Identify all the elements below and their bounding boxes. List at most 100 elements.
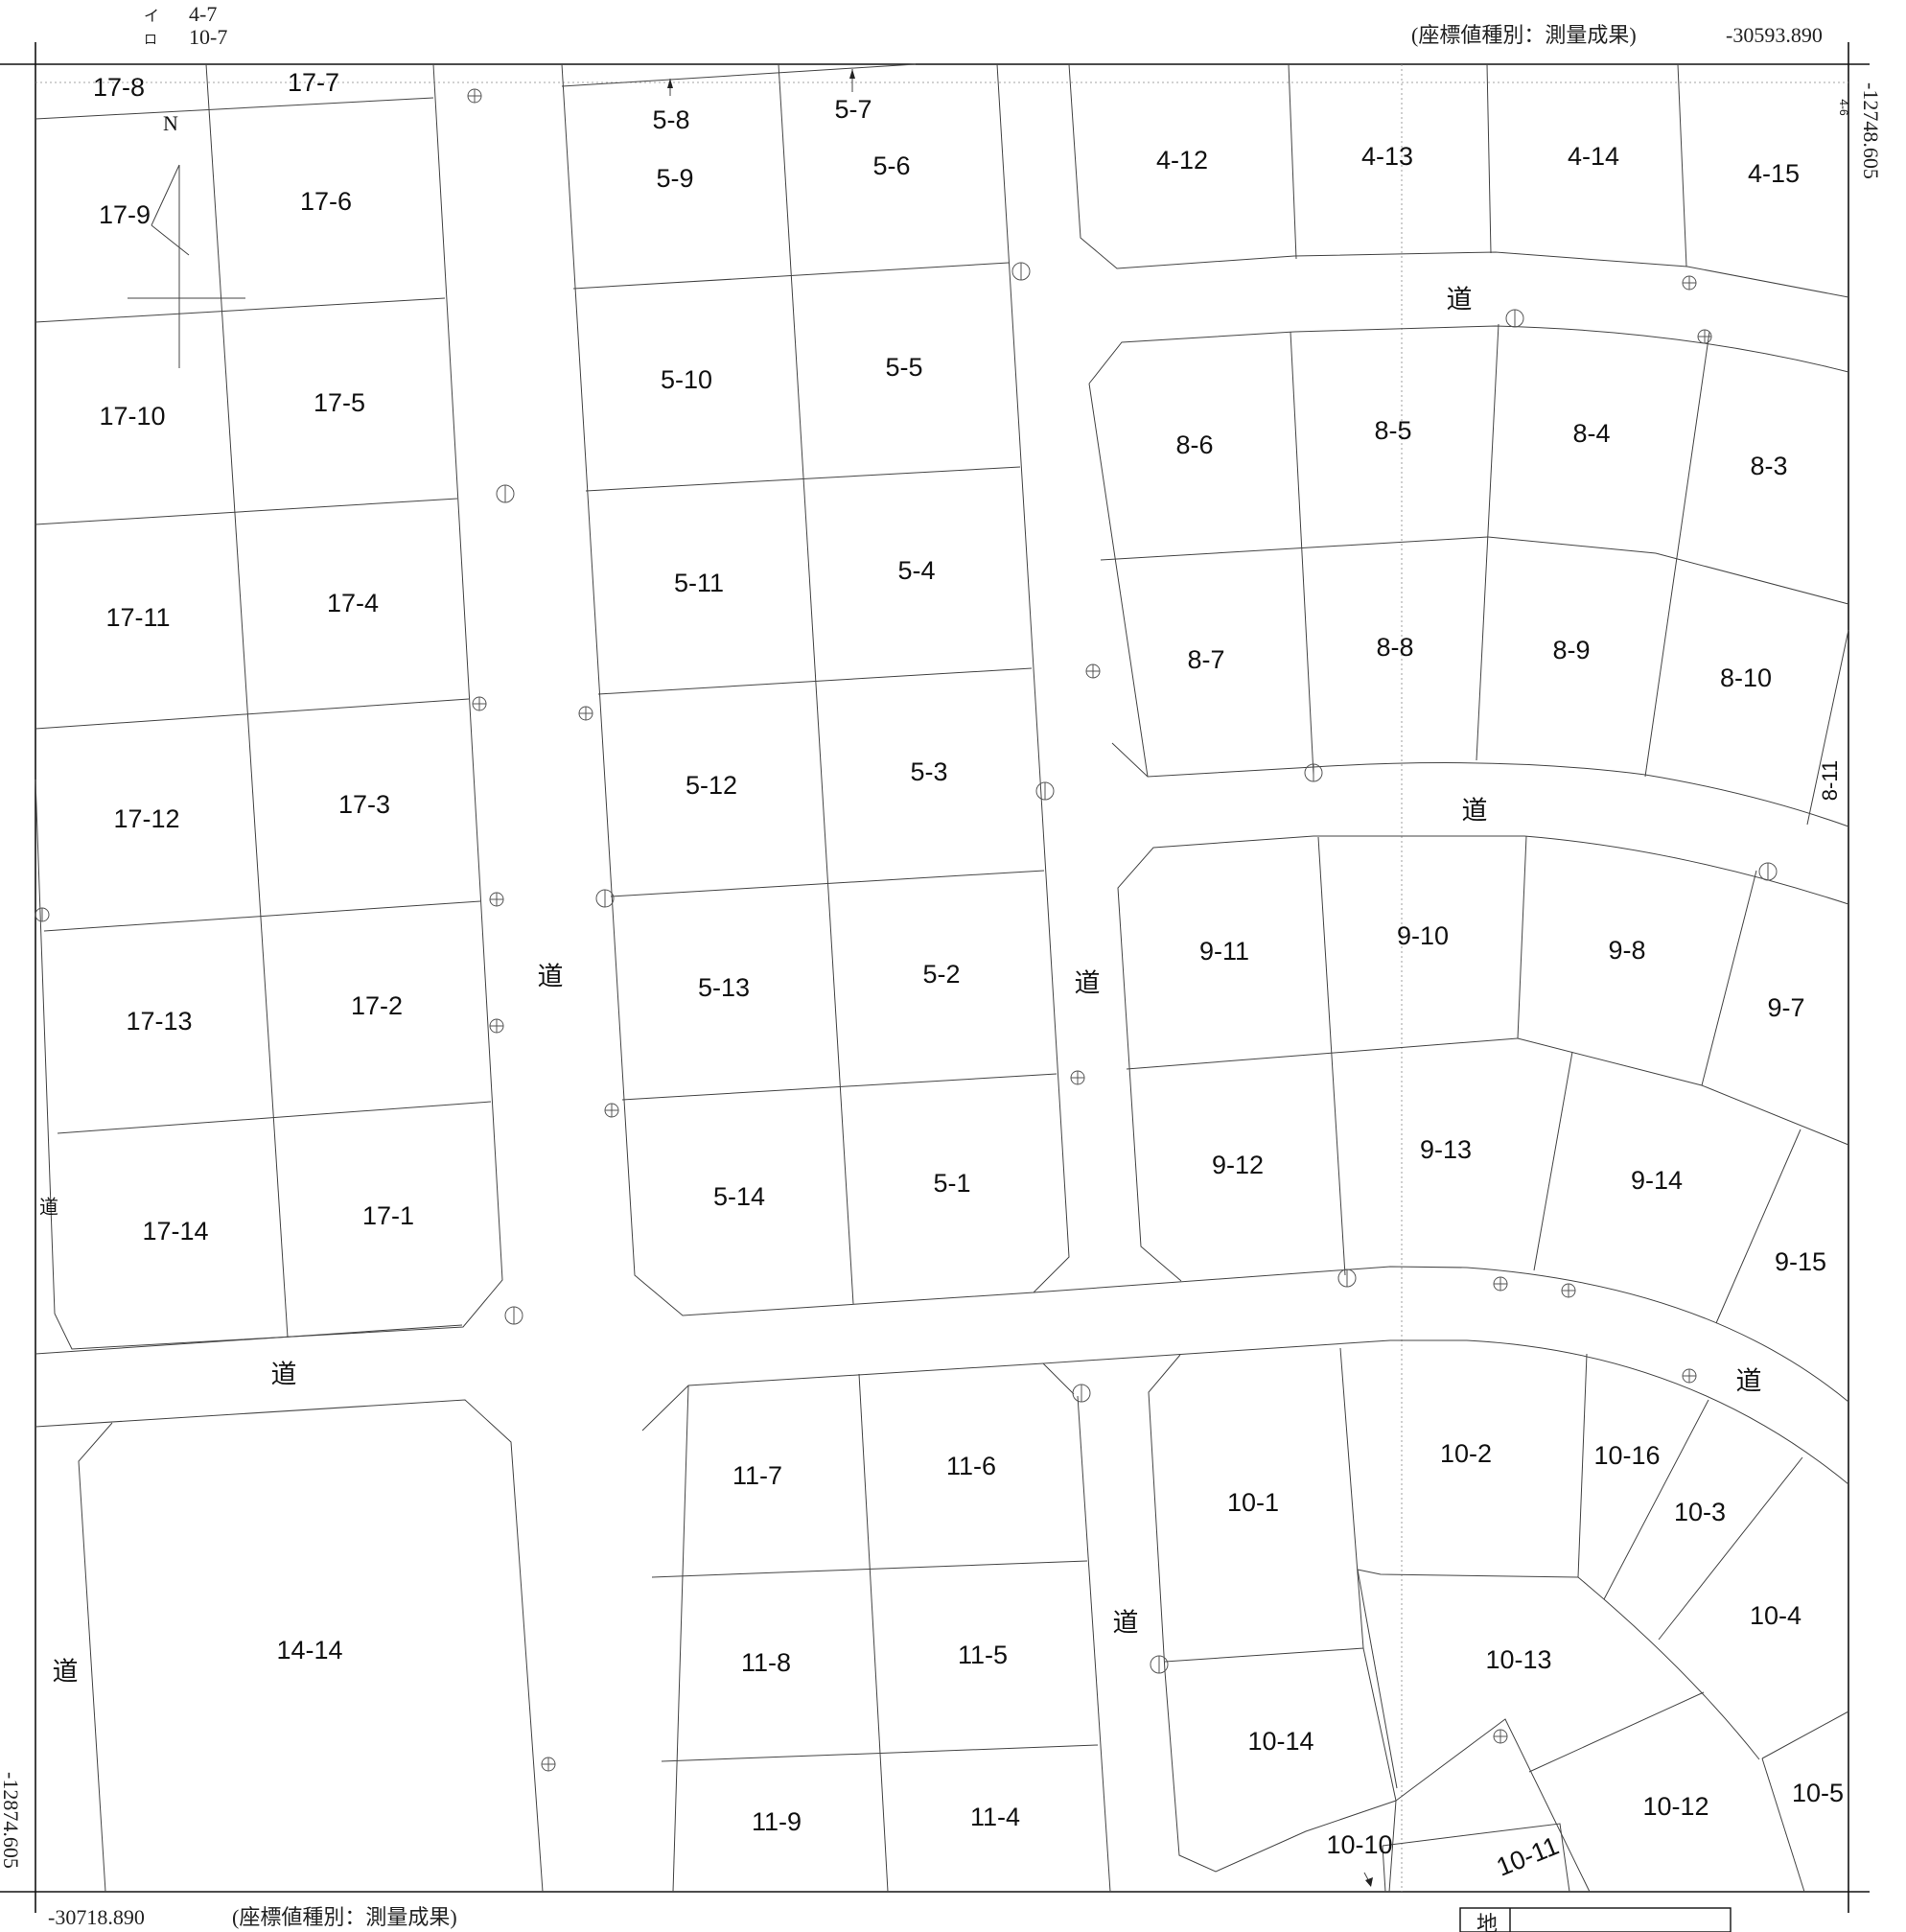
parcel-label: 5-3 [910, 757, 947, 786]
parcel-label: 8-8 [1376, 633, 1413, 662]
parcel-label: 4-13 [1361, 142, 1413, 171]
parcel-label: 10-2 [1440, 1439, 1492, 1468]
control-point-marker [467, 88, 482, 104]
control-point-marker [1682, 1368, 1697, 1384]
parcel-label: 11-8 [741, 1648, 791, 1677]
parcel-labels: 17-8 17-7 17-9 17-6 17-10 17-5 17-11 17-… [93, 68, 1850, 1882]
parcel-label: 17-1 [362, 1201, 414, 1230]
block-14-boundaries [35, 1399, 544, 1893]
parcel-label: 10-14 [1247, 1727, 1313, 1756]
coord-bottom-x: -30718.890 [48, 1905, 145, 1929]
parcel-label: 17-7 [288, 68, 339, 97]
block-17-boundaries [35, 63, 503, 1355]
control-point-marker [1304, 763, 1323, 782]
parcel-label: 4-14 [1568, 142, 1619, 171]
parcel-label: 8-7 [1187, 645, 1224, 674]
parcel-label: 5-7 [834, 95, 872, 124]
parcel-label: 10-12 [1642, 1792, 1708, 1821]
parcel-label: 8-6 [1175, 431, 1213, 459]
block-10-boundaries [1148, 1347, 1849, 1893]
control-point-marker [1072, 1384, 1091, 1403]
control-point-marker [1682, 275, 1697, 291]
title-box: 地 [1459, 1907, 1732, 1932]
control-point-marker [504, 1306, 523, 1325]
north-arrow-icon: N [128, 111, 245, 368]
control-point-marker [1011, 262, 1031, 281]
control-point-marker [489, 892, 504, 907]
parcel-label: 10-5 [1792, 1779, 1844, 1807]
parcel-label: 17-10 [99, 402, 165, 431]
block-9-boundaries [1033, 835, 1849, 1403]
parcel-label: 5-10 [661, 365, 712, 394]
road-label: 道 [1736, 1367, 1762, 1397]
control-point-marker [1337, 1269, 1357, 1288]
parcel-label: 10-1 [1227, 1488, 1279, 1517]
parcel-label: 5-5 [885, 353, 922, 382]
parcel-label: 10-13 [1485, 1645, 1551, 1674]
road-label: 道 [1462, 797, 1488, 826]
parcel-label: 8-3 [1750, 452, 1787, 480]
block-11-boundaries [641, 1339, 1849, 1893]
block-4-boundaries [1068, 63, 1849, 384]
road-label: 道 [271, 1361, 297, 1390]
parcel-label: 5-1 [933, 1169, 970, 1198]
road-label: 道 [39, 1196, 58, 1219]
parcel-label: 5-12 [686, 771, 737, 800]
road-label: 道 [1447, 286, 1473, 315]
control-point-marker [496, 484, 515, 503]
parcel-label: 17-8 [93, 73, 145, 102]
parcel-label: 17-3 [338, 790, 390, 819]
title-box-label: 地 [1476, 1912, 1498, 1932]
parcel-label: 9-8 [1608, 936, 1645, 965]
coord-type-bottom: (座標値種別：測量成果) [232, 1905, 457, 1929]
road-label: 道 [538, 963, 564, 992]
map-frame [0, 42, 1870, 1913]
control-point-marker [1493, 1276, 1508, 1292]
north-label: N [163, 111, 178, 135]
parcel-label: 5-9 [656, 164, 693, 193]
control-point-marker [1085, 663, 1101, 679]
parcel-label: 17-11 [105, 603, 170, 632]
parcel-label: 5-11 [674, 569, 724, 597]
control-point-marker [489, 1018, 504, 1034]
parcel-label: 9-10 [1397, 921, 1449, 950]
control-point-marker [1035, 781, 1055, 801]
parcel-label: 8-4 [1572, 419, 1610, 448]
legend-ro-key: ロ [144, 34, 157, 48]
parcel-label: 10-11 [1493, 1831, 1563, 1882]
parcel-label: 5-13 [698, 973, 750, 1002]
road-label: 道 [1075, 969, 1101, 999]
control-point-marker [595, 889, 615, 908]
control-point-marker [1493, 1729, 1508, 1744]
parcel-label: 5-6 [872, 151, 910, 180]
parcel-label: 5-8 [652, 105, 689, 134]
control-point-markers [35, 88, 1778, 1772]
block-5-boundaries [561, 63, 1070, 1316]
parcel-label: 5-14 [713, 1182, 765, 1211]
parcel-label: 11-7 [732, 1461, 782, 1490]
parcel-label: 9-13 [1420, 1135, 1472, 1164]
parcel-label: 4-6 [1837, 99, 1850, 116]
control-point-marker [1505, 309, 1524, 328]
control-point-marker [35, 907, 50, 922]
parcel-label: 8-11 [1818, 760, 1842, 801]
parcel-label: 17-2 [351, 991, 403, 1020]
coord-top-x: -30593.890 [1726, 23, 1823, 47]
parcel-label: 17-4 [327, 589, 379, 617]
parcel-label: 17-6 [300, 187, 352, 216]
coord-left-y: -12874.605 [0, 1772, 23, 1869]
parcel-label: 10-3 [1674, 1498, 1726, 1526]
parcel-label: 11-4 [970, 1803, 1020, 1831]
control-point-marker [578, 706, 593, 721]
parcel-label: 9-15 [1775, 1247, 1826, 1276]
control-point-marker [541, 1757, 556, 1772]
parcel-label: 4-12 [1156, 146, 1208, 175]
parcel-label: 5-2 [922, 960, 960, 989]
parcel-label: 8-9 [1552, 636, 1590, 664]
parcel-label: 11-5 [958, 1641, 1008, 1669]
coord-type-top: (座標値種別：測量成果) [1411, 23, 1637, 47]
parcel-label: 11-6 [946, 1452, 996, 1480]
parcel-label: 5-4 [897, 556, 935, 585]
parcel-label: 17-12 [113, 804, 179, 833]
control-point-marker [1758, 862, 1778, 881]
